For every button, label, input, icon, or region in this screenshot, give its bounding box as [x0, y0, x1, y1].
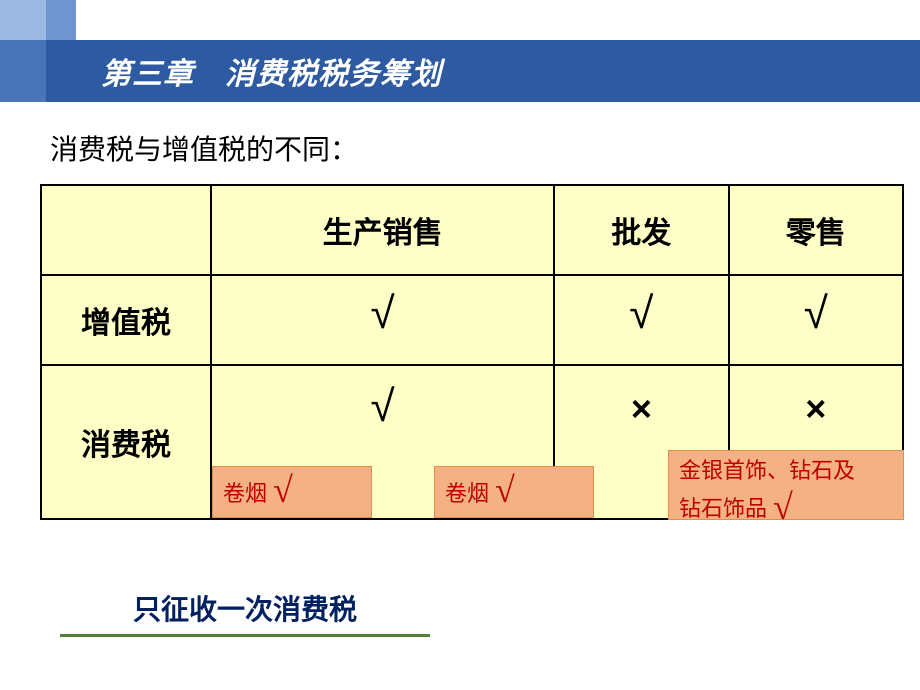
corner-block-light	[0, 0, 46, 40]
cross-icon: ×	[805, 388, 826, 429]
table-row: 增值税 √ √ √	[41, 275, 903, 365]
annot-line1: 金银首饰、钻石及	[679, 457, 893, 486]
col-retail: 零售	[729, 185, 903, 275]
bottom-underline	[60, 634, 430, 637]
annotation-cigarette-b: 卷烟 √	[434, 466, 594, 518]
title-bar: 第三章 消费税税务筹划	[46, 40, 920, 102]
header-region: 第三章 消费税税务筹划	[0, 0, 920, 108]
col-wholesale: 批发	[554, 185, 728, 275]
check-icon: √	[273, 469, 293, 511]
check-icon: √	[773, 484, 793, 531]
check-icon: √	[804, 289, 828, 338]
subtitle-text: 消费税与增值税的不同：	[50, 128, 358, 168]
check-icon: √	[495, 469, 515, 511]
corner-block-dark	[0, 40, 46, 102]
check-icon: √	[371, 382, 395, 431]
bottom-note: 只征收一次消费税	[80, 588, 410, 634]
col-production: 生产销售	[211, 185, 554, 275]
annot-line2-text: 钻石饰品	[679, 495, 767, 524]
cell-vat-prod: √	[211, 275, 554, 365]
annotation-cigarette-a: 卷烟 √	[212, 466, 372, 518]
check-icon: √	[629, 289, 653, 338]
cross-icon: ×	[631, 388, 652, 429]
chapter-title: 第三章 消费税税务筹划	[101, 49, 442, 93]
row-vat-label: 增值税	[41, 275, 211, 365]
annot-text: 卷烟	[445, 476, 489, 508]
annotation-jewelry: 金银首饰、钻石及 钻石饰品 √	[668, 450, 904, 520]
corner-block-mid	[46, 0, 76, 40]
check-icon: √	[371, 289, 395, 338]
row-consumption-label: 消费税	[41, 365, 211, 519]
cell-vat-retail: √	[729, 275, 903, 365]
table-corner-cell	[41, 185, 211, 275]
table-header-row: 生产销售 批发 零售	[41, 185, 903, 275]
annot-text: 卷烟	[223, 476, 267, 508]
cell-vat-whole: √	[554, 275, 728, 365]
